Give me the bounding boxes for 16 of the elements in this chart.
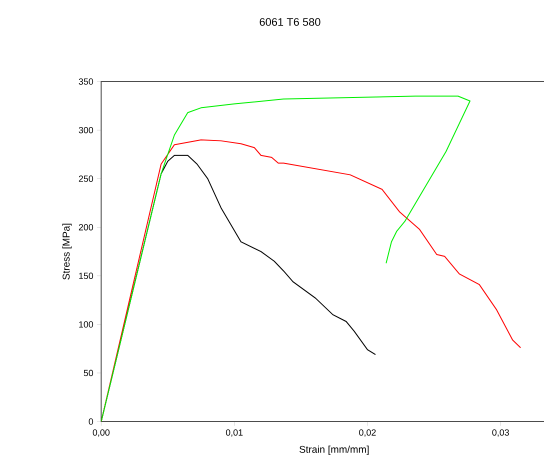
y-tick-label: 0 (88, 418, 94, 425)
x-axis-title: Strain [mm/mm] (300, 446, 369, 455)
chart-title: 6061 T6 580 (260, 18, 320, 26)
y-tick-label: 300 (78, 126, 94, 134)
y-tick-label: 100 (79, 321, 94, 328)
x-tick-label: 0,02 (359, 429, 376, 437)
y-axis-title: Stress [MPa] (62, 224, 72, 280)
x-tick-label: 0,03 (492, 429, 509, 437)
y-tick-label: 150 (79, 272, 94, 280)
y-tick-label: 200 (78, 224, 94, 230)
y-tick-label: 250 (78, 176, 94, 182)
y-tick-label: 350 (78, 78, 94, 85)
x-tick-label: 0,01 (226, 429, 243, 437)
x-tick-label: 0,00 (92, 429, 110, 437)
y-tick-label: 50 (84, 370, 94, 376)
line-series (101, 96, 470, 422)
